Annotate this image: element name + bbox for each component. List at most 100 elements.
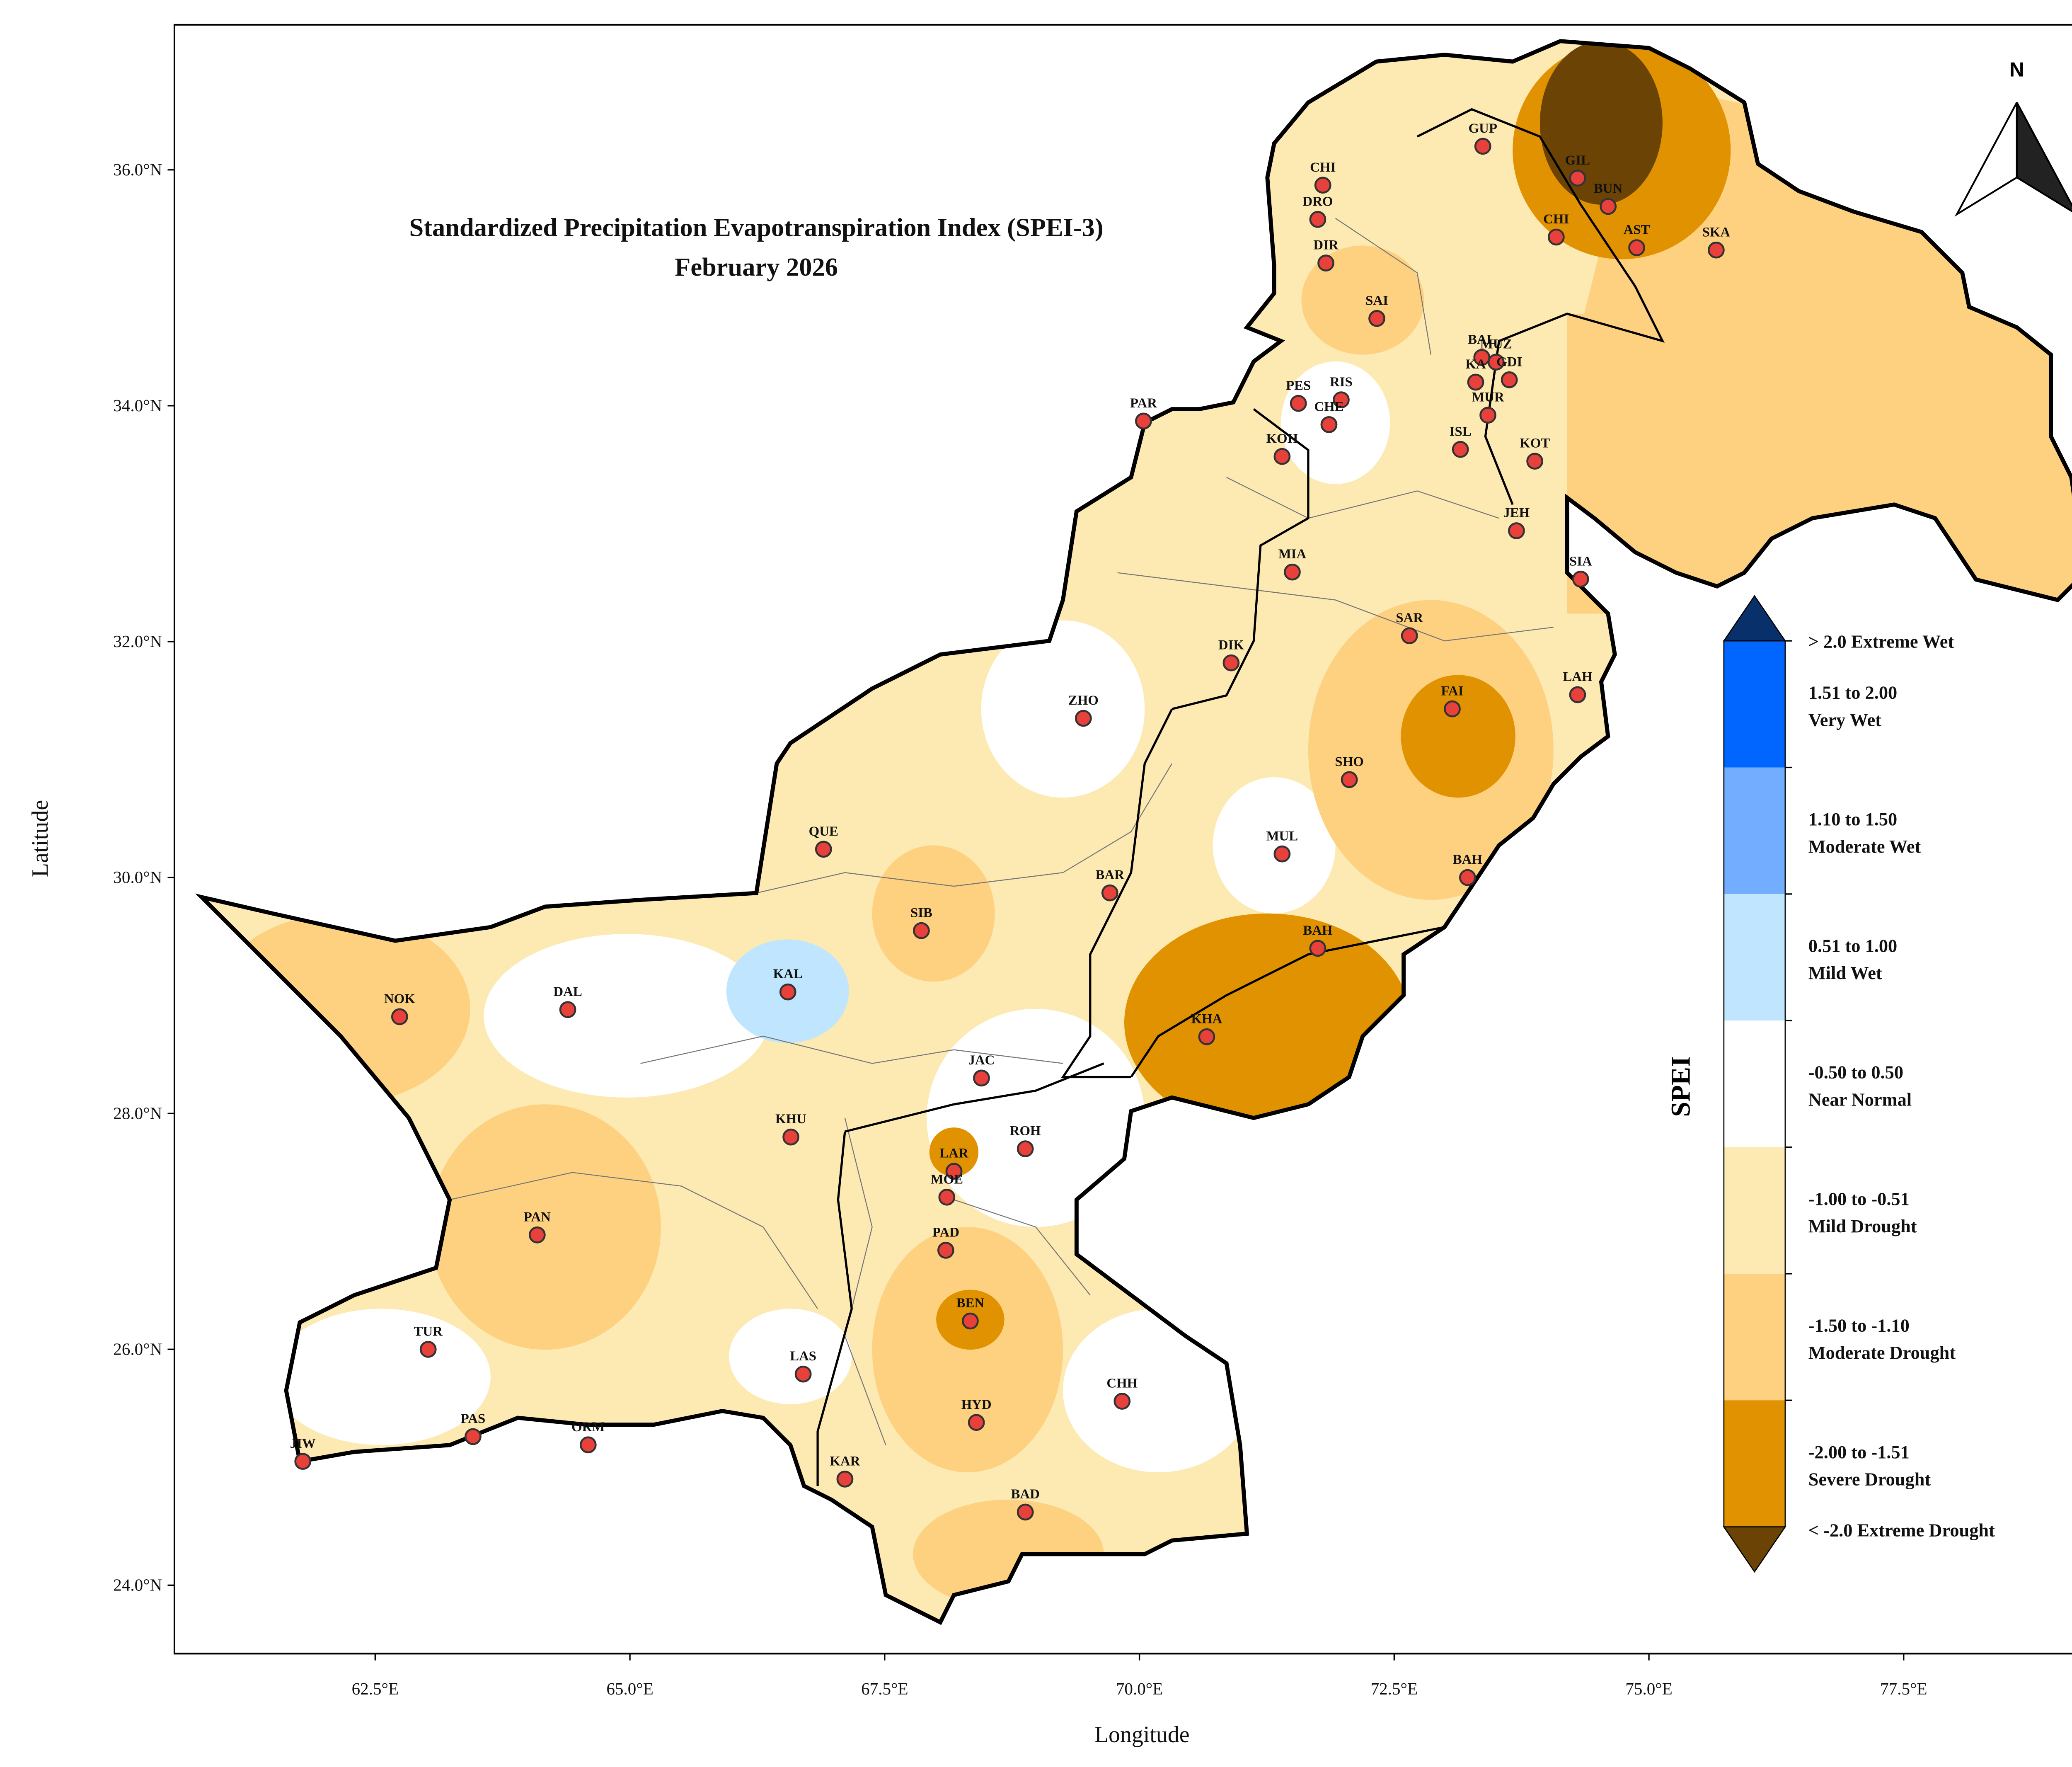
station-marker bbox=[1526, 453, 1544, 470]
x-tick-label: 65.0°E bbox=[606, 1679, 653, 1698]
station-label: RIS bbox=[1330, 375, 1353, 390]
station-marker bbox=[1547, 228, 1565, 246]
y-tick-label: 32.0°N bbox=[113, 632, 162, 651]
station-label: LAH bbox=[1563, 669, 1593, 684]
station-label: MUL bbox=[1266, 829, 1298, 844]
station-marker bbox=[1017, 1503, 1034, 1521]
station-marker bbox=[1284, 563, 1301, 581]
station-label: JEH bbox=[1503, 506, 1530, 521]
station-label: CHH bbox=[1106, 1376, 1138, 1391]
station-label: HYD bbox=[961, 1397, 992, 1412]
station-marker bbox=[913, 922, 930, 939]
station-marker bbox=[419, 1340, 437, 1358]
legend-name: Near Normal bbox=[1808, 1089, 1912, 1110]
station-marker bbox=[1290, 395, 1307, 412]
station-marker bbox=[1368, 310, 1385, 327]
x-tick-label: 62.5°E bbox=[352, 1679, 399, 1698]
station-marker bbox=[1273, 845, 1291, 863]
x-tick-label: 70.0°E bbox=[1116, 1679, 1163, 1698]
legend-range: -2.00 to -1.51 bbox=[1808, 1442, 1910, 1462]
station-marker bbox=[779, 983, 796, 1001]
station-label: PAN bbox=[524, 1210, 551, 1224]
station-label: LAR bbox=[939, 1146, 969, 1161]
station-marker bbox=[1569, 170, 1586, 187]
station-label: MIA bbox=[1278, 547, 1307, 562]
y-tick-label: 28.0°N bbox=[113, 1103, 162, 1122]
station-label: KOT bbox=[1520, 436, 1550, 451]
station-label: CHI bbox=[1310, 160, 1336, 175]
legend-swatch bbox=[1723, 767, 1785, 894]
station-label: BAD bbox=[1011, 1487, 1039, 1502]
map-subtitle: February 2026 bbox=[675, 252, 838, 281]
station-label: GIL bbox=[1565, 153, 1590, 168]
station-marker bbox=[528, 1226, 546, 1243]
near-normal-fields bbox=[272, 361, 1390, 1473]
legend-range: -1.00 to -0.51 bbox=[1808, 1188, 1910, 1209]
station-label: ORM bbox=[571, 1420, 605, 1435]
station-marker bbox=[465, 1428, 482, 1445]
station-label: GUP bbox=[1469, 121, 1497, 136]
station-label: PAS bbox=[461, 1411, 486, 1426]
extreme-drought-field bbox=[1539, 41, 1663, 205]
station-marker bbox=[1452, 441, 1469, 458]
y-tick-label: 36.0°N bbox=[113, 160, 162, 179]
station-marker bbox=[1467, 373, 1484, 391]
station-marker bbox=[1479, 407, 1496, 424]
station-label: PAD bbox=[932, 1225, 959, 1240]
station-marker bbox=[1320, 416, 1338, 433]
station-marker bbox=[937, 1241, 954, 1259]
station-label: SAI bbox=[1365, 293, 1388, 308]
station-label: BUN bbox=[1594, 181, 1623, 196]
station-label: KHA bbox=[1191, 1011, 1222, 1026]
station-marker bbox=[968, 1414, 985, 1431]
station-marker bbox=[294, 1453, 312, 1470]
station-label: SIA bbox=[1569, 554, 1592, 569]
y-tick-label: 34.0°N bbox=[113, 396, 162, 415]
station-label: KA bbox=[1465, 357, 1486, 372]
legend-label: > 2.0 Extreme Wet bbox=[1808, 631, 1954, 652]
station-marker bbox=[794, 1365, 812, 1383]
province-boundaries bbox=[816, 108, 1665, 1486]
map-title: Standardized Precipitation Evapotranspir… bbox=[409, 213, 1103, 242]
station-marker bbox=[1444, 700, 1461, 717]
station-label: NOK bbox=[384, 991, 415, 1006]
station-marker bbox=[1222, 654, 1240, 671]
station-marker bbox=[962, 1312, 979, 1330]
station-marker bbox=[1309, 940, 1326, 957]
x-tick-label: 75.0°E bbox=[1625, 1679, 1672, 1698]
station-label: JAC bbox=[968, 1053, 995, 1068]
station-marker bbox=[559, 1001, 576, 1018]
station-label: DAL bbox=[553, 984, 582, 999]
station-marker bbox=[945, 1163, 963, 1180]
legend-range: -1.50 to -1.10 bbox=[1808, 1315, 1910, 1336]
station-marker bbox=[1459, 869, 1476, 886]
station-marker bbox=[1401, 627, 1418, 645]
station-label: CHI bbox=[1543, 212, 1569, 227]
legend-range: 1.10 to 1.50 bbox=[1808, 809, 1897, 829]
legend-label: < -2.0 Extreme Drought bbox=[1808, 1520, 1995, 1541]
x-tick-label: 72.5°E bbox=[1371, 1679, 1418, 1698]
legend-range: -0.50 to 0.50 bbox=[1808, 1062, 1903, 1083]
station-marker bbox=[1508, 522, 1525, 539]
station-label: DIK bbox=[1218, 637, 1244, 652]
station-marker bbox=[782, 1128, 799, 1146]
station-marker bbox=[1113, 1393, 1131, 1410]
station-label: ROH bbox=[1010, 1124, 1041, 1139]
station-marker bbox=[1474, 138, 1491, 155]
station-label: KAL bbox=[773, 967, 803, 982]
x-tick-label: 77.5°E bbox=[1880, 1679, 1927, 1698]
station-label: SKA bbox=[1702, 225, 1731, 240]
legend-swatch bbox=[1723, 1400, 1785, 1527]
station-label: KAR bbox=[830, 1454, 860, 1469]
station-marker bbox=[1333, 391, 1350, 409]
station-marker bbox=[1341, 771, 1358, 788]
legend-swatch bbox=[1723, 641, 1785, 768]
legend-range: 1.51 to 2.00 bbox=[1808, 682, 1897, 703]
station-marker bbox=[1314, 177, 1331, 194]
station-marker bbox=[1198, 1028, 1215, 1045]
station-marker bbox=[1707, 241, 1725, 259]
station-marker bbox=[579, 1436, 597, 1454]
moderate-drought-fields bbox=[211, 82, 2072, 1609]
y-tick-label: 24.0°N bbox=[113, 1576, 162, 1595]
